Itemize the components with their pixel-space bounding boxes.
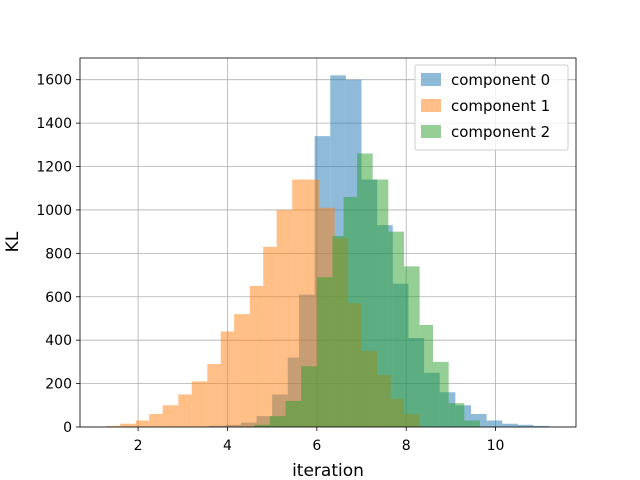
histogram-bar: [276, 209, 293, 427]
legend-swatch: [421, 73, 441, 86]
histogram-bar: [120, 423, 136, 427]
histogram-bar: [178, 394, 192, 427]
y-axis-label: KL: [3, 231, 23, 252]
histogram-bar: [357, 153, 373, 427]
histogram-bar: [372, 179, 389, 427]
histogram-bar: [316, 277, 333, 427]
y-axis-ticks: 0 200 400 600 800 1000 1200 1400 1600: [36, 73, 80, 436]
histogram-bar: [419, 324, 434, 427]
histogram-bar: [301, 366, 317, 427]
x-axis-label: iteration: [292, 461, 364, 480]
y-tick-label: 200: [45, 377, 72, 393]
histogram-bar: [388, 231, 404, 427]
histogram-bar: [517, 424, 534, 427]
histogram-bars: [106, 75, 550, 428]
histogram-bar: [486, 420, 503, 427]
histogram-bar: [135, 420, 150, 427]
plot-frame: [79, 57, 577, 428]
x-tick-label: 2: [134, 438, 143, 454]
legend-swatch: [421, 99, 441, 112]
histogram-bar: [269, 416, 286, 427]
x-tick-label: 6: [312, 438, 321, 454]
histogram-bar: [234, 314, 250, 427]
y-tick-label: 800: [45, 246, 72, 262]
legend-entry: component 2: [451, 123, 550, 141]
series-2: [254, 153, 480, 427]
histogram-bar: [149, 413, 163, 427]
histogram-bar: [433, 361, 449, 427]
histogram-bar: [464, 420, 480, 427]
y-tick-label: 1600: [36, 73, 72, 89]
legend-entry: component 1: [451, 97, 550, 115]
histogram-bar: [533, 425, 550, 427]
histogram-bar: [263, 246, 277, 427]
histogram-bar: [220, 331, 235, 427]
y-tick-label: 600: [45, 290, 72, 306]
histogram-bar: [162, 405, 179, 427]
histogram-bar: [332, 235, 344, 427]
histogram-bar: [249, 285, 264, 427]
x-tick-label: 4: [223, 438, 232, 454]
legend-box: [414, 64, 569, 151]
histogram-bar: [191, 381, 208, 427]
x-tick-label: 8: [402, 438, 411, 454]
legend-entry: component 0: [451, 71, 550, 89]
histogram-bar: [106, 425, 121, 427]
histogram-bar: [285, 400, 302, 427]
histogram-bar: [292, 179, 306, 427]
histogram-bar: [254, 424, 270, 427]
histogram-bar: [207, 364, 221, 427]
legend: component 0 component 1 component 2: [414, 64, 569, 151]
histogram-bar: [448, 403, 465, 427]
y-tick-label: 400: [45, 333, 72, 349]
x-axis-ticks: 2 4 6 8 10: [134, 427, 505, 454]
y-tick-label: 1200: [36, 160, 72, 176]
histogram-bar: [343, 196, 358, 427]
y-tick-label: 0: [63, 420, 72, 436]
y-tick-label: 1000: [36, 203, 72, 219]
histogram-bar: [305, 179, 320, 427]
histogram-bar: [502, 423, 518, 427]
legend-swatch: [421, 125, 441, 138]
y-tick-label: 1400: [36, 116, 72, 132]
x-tick-label: 10: [487, 438, 505, 454]
histogram-bar: [403, 266, 420, 427]
